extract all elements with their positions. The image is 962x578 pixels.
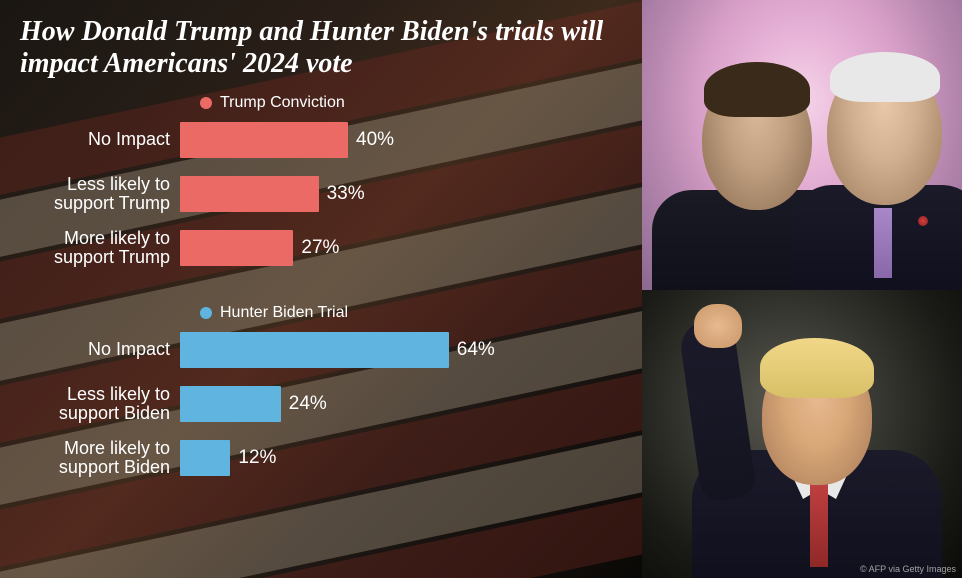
chart-title: How Donald Trump and Hunter Biden's tria… [0,0,642,88]
bar [180,332,449,368]
bar-label: No Impact [20,340,180,360]
bar-row: Less likely to support Biden 24% [20,382,622,426]
bar-label: Less likely to support Trump [20,175,180,215]
bar-row: No Impact 40% [20,118,622,162]
legend-label: Hunter Biden Trial [220,304,348,322]
bar-label: Less likely to support Biden [20,385,180,425]
series-gap [20,280,622,298]
bar [180,122,348,158]
chart-panel: How Donald Trump and Hunter Biden's tria… [0,0,642,578]
legend: Hunter Biden Trial [200,304,622,322]
bar [180,230,293,266]
bar-value: 64% [457,339,495,361]
bar-value: 33% [327,183,365,205]
silhouette [810,482,828,567]
legend-label: Trump Conviction [220,94,345,112]
bar-wrap: 40% [180,122,622,158]
bar [180,176,319,212]
bar-wrap: 24% [180,386,622,422]
photo-trump: © AFP via Getty Images [642,290,962,578]
bar-value: 40% [356,129,394,151]
bar [180,386,281,422]
bar [180,440,230,476]
legend-dot-icon [200,307,212,319]
legend-dot-icon [200,97,212,109]
bar-wrap: 64% [180,332,622,368]
flag-pin-icon [918,216,928,226]
silhouette [704,62,810,117]
bar-row: More likely to support Trump 27% [20,226,622,270]
bar-wrap: 27% [180,230,622,266]
legend: Trump Conviction [200,94,622,112]
chart-body: Trump Conviction No Impact 40% Less likely … [0,94,642,502]
bar-label: No Impact [20,130,180,150]
bar-row: No Impact 64% [20,328,622,372]
photo-biden-hunter [642,0,962,290]
silhouette [830,52,940,102]
bar-value: 12% [238,447,276,469]
bar-wrap: 33% [180,176,622,212]
photo-column: © AFP via Getty Images [642,0,962,578]
silhouette [760,338,874,398]
bar-value: 27% [301,237,339,259]
silhouette [874,208,892,278]
bar-label: More likely to support Biden [20,439,180,479]
bar-value: 24% [289,393,327,415]
silhouette [694,304,742,348]
bar-row: More likely to support Biden 12% [20,436,622,480]
bar-wrap: 12% [180,440,622,476]
photo-credit: © AFP via Getty Images [860,564,956,574]
bar-label: More likely to support Trump [20,229,180,269]
bar-row: Less likely to support Trump 33% [20,172,622,216]
